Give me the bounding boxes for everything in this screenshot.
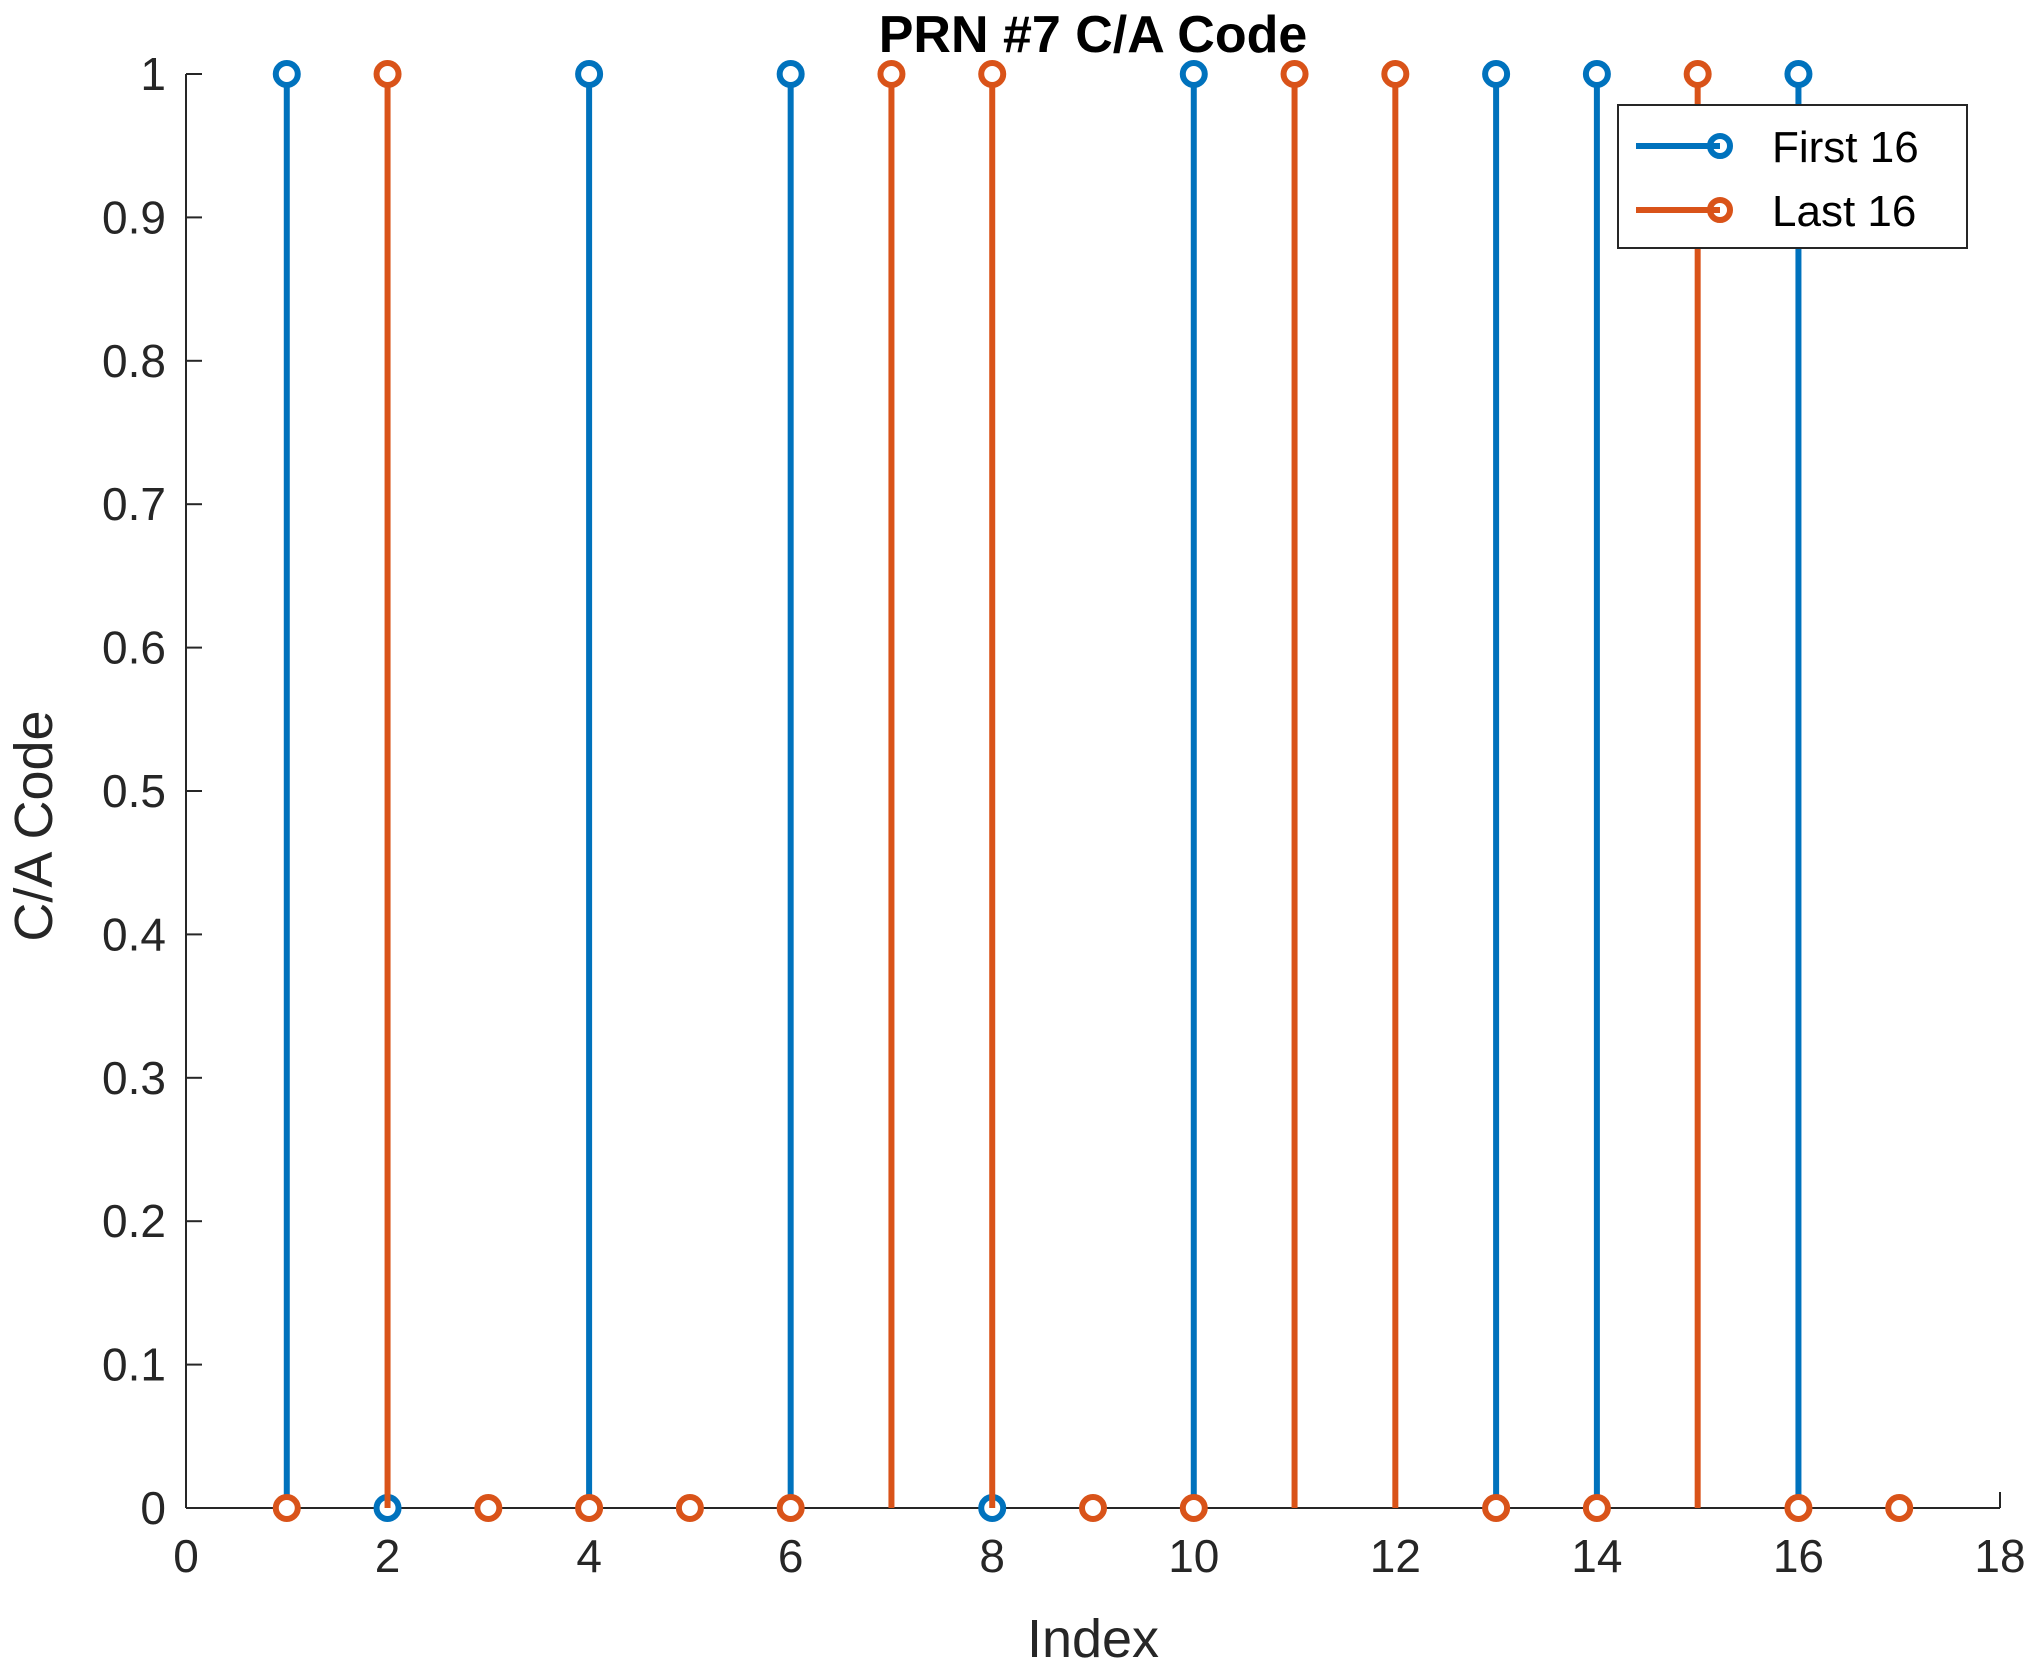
legend-marker-last-16 [1707, 197, 1733, 223]
stem-marker [272, 1494, 301, 1522]
stem-marker [978, 60, 1007, 88]
legend: First 16 Last 16 [1617, 104, 1968, 249]
legend-label-first-16: First 16 [1772, 123, 1919, 172]
axes: 0 2 4 6 8 10 12 14 16 18 0 0.1 0.2 0.3 0.4 0.5 0.6 0.7 0.8… [102, 48, 2026, 1582]
stem-marker [1482, 60, 1511, 88]
x-tick-label: 12 [1370, 1530, 1421, 1582]
stem-marker [1784, 60, 1813, 88]
stem-marker [1885, 1494, 1914, 1522]
legend-marker-first-16 [1707, 133, 1733, 159]
y-tick-label: 0.7 [102, 478, 166, 530]
y-tick-label: 0 [140, 1482, 166, 1534]
stem-marker [575, 60, 604, 88]
legend-box [1617, 104, 1968, 249]
y-tick-label: 0.1 [102, 1339, 166, 1391]
x-tick-label: 0 [173, 1530, 199, 1582]
stem-marker [776, 1494, 805, 1522]
stem-marker [474, 1494, 503, 1522]
stem-marker [575, 1494, 604, 1522]
stem-marker [1784, 1494, 1813, 1522]
y-tick-label: 0.9 [102, 191, 166, 243]
stem-marker [675, 1494, 704, 1522]
x-tick-label: 10 [1168, 1530, 1219, 1582]
y-tick-label: 0.4 [102, 908, 166, 960]
chart-title: PRN #7 C/A Code [879, 6, 1308, 64]
x-axis-label: Index [1027, 1609, 1159, 1664]
stem-marker [1179, 1494, 1208, 1522]
x-tick-label: 4 [576, 1530, 602, 1582]
legend-label-last-16: Last 16 [1772, 187, 1916, 236]
stem-marker [1179, 60, 1208, 88]
stem-marker [1683, 60, 1712, 88]
stem-marker [1582, 60, 1611, 88]
x-tick-label: 2 [375, 1530, 401, 1582]
stem-marker [1482, 1494, 1511, 1522]
x-tick-label: 16 [1773, 1530, 1824, 1582]
stem-marker [1280, 60, 1309, 88]
x-tick-label: 18 [1974, 1530, 2025, 1582]
y-tick-label: 0.5 [102, 765, 166, 817]
stem-marker [877, 60, 906, 88]
y-tick-label: 0.2 [102, 1195, 166, 1247]
stem-marker [272, 60, 301, 88]
series-first-16 [272, 60, 1813, 1522]
x-tick-label: 8 [979, 1530, 1005, 1582]
series-last-16 [272, 60, 1914, 1522]
x-tick-label: 14 [1571, 1530, 1622, 1582]
stem-marker [1582, 1494, 1611, 1522]
stem-marker [1079, 1494, 1107, 1522]
stem-series-group [272, 60, 1914, 1522]
y-tick-label: 0.6 [102, 622, 166, 674]
y-axis-label: C/A Code [4, 710, 64, 941]
stem-marker [776, 60, 805, 88]
x-tick-label: 6 [778, 1530, 804, 1582]
stem-marker [1381, 60, 1410, 88]
y-tick-label: 0.8 [102, 335, 166, 387]
y-tick-label: 0.3 [102, 1052, 166, 1104]
stem-marker [373, 60, 402, 88]
y-tick-label: 1 [140, 48, 166, 100]
